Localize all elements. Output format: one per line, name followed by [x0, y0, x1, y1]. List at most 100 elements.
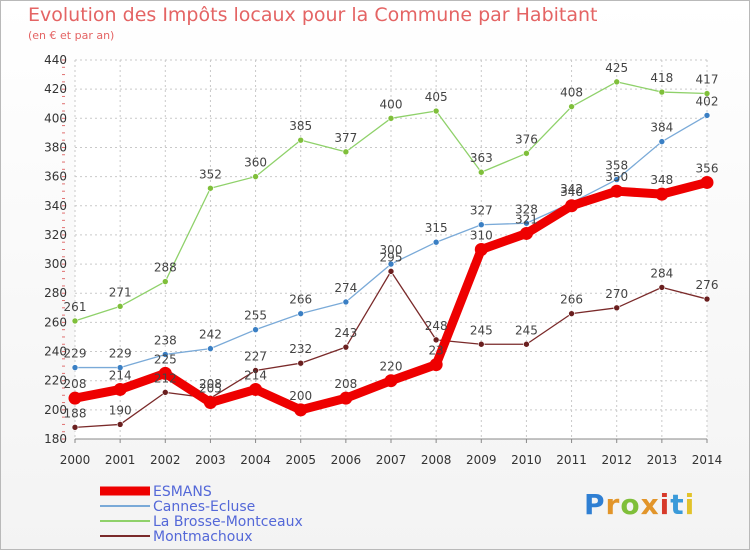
data-label: 358	[605, 159, 628, 173]
data-label: 310	[470, 229, 493, 243]
data-point	[71, 317, 79, 325]
data-point	[297, 310, 305, 317]
x-tick-label: 2006	[331, 453, 362, 467]
data-label: 402	[696, 94, 719, 108]
data-point	[297, 359, 305, 367]
logo-letter: x	[640, 488, 660, 521]
data-point	[432, 238, 440, 246]
y-tick-label: 440	[44, 53, 67, 67]
data-point	[613, 78, 621, 86]
data-point	[477, 168, 485, 176]
data-label: 266	[289, 293, 312, 307]
data-label: 352	[199, 167, 222, 181]
data-point	[519, 226, 533, 240]
data-label: 227	[244, 349, 267, 363]
legend-label: ESMANS	[153, 484, 212, 500]
data-label: 245	[515, 323, 538, 337]
data-point	[158, 366, 172, 380]
logo-letter: o	[620, 488, 641, 521]
data-point	[161, 351, 169, 358]
data-point	[523, 219, 530, 227]
data-label: 405	[425, 90, 448, 104]
legend-label: La Brosse-Montceaux	[153, 514, 303, 530]
data-label: 214	[109, 368, 132, 382]
data-point	[116, 303, 124, 310]
y-tick-label: 220	[44, 374, 67, 388]
data-point	[565, 199, 579, 213]
logo-letter: t	[670, 488, 685, 521]
x-tick-label: 2012	[601, 453, 632, 467]
data-point	[387, 260, 395, 268]
data-label: 243	[334, 326, 357, 340]
data-point	[387, 115, 395, 122]
data-point	[432, 336, 440, 344]
data-point	[568, 310, 575, 317]
data-label: 190	[109, 403, 132, 417]
series-lines	[68, 78, 714, 431]
data-label: 417	[696, 73, 719, 87]
data-point	[387, 268, 395, 275]
data-label: 232	[289, 342, 312, 356]
data-label: 270	[605, 287, 628, 301]
axes: 180 200 220 240 260 280 300 320 340 360 380 400 420 4…	[44, 53, 722, 467]
data-point	[703, 112, 711, 119]
data-point	[703, 295, 711, 303]
data-label: 271	[109, 285, 132, 299]
proxiti-logo: Proxiti	[584, 488, 695, 521]
x-tick-label: 2008	[421, 453, 452, 467]
data-label: 284	[650, 266, 673, 280]
data-label: 238	[154, 333, 177, 347]
data-point	[252, 173, 259, 180]
data-point	[658, 284, 666, 291]
data-label: 342	[560, 182, 583, 196]
x-tick-label: 2010	[511, 453, 542, 467]
data-point	[610, 184, 624, 198]
x-tick-label: 2011	[556, 453, 587, 467]
data-label: 400	[380, 97, 403, 111]
chart-title: Evolution des Impôts locaux pour la Comm…	[28, 4, 598, 26]
data-label: 242	[199, 328, 222, 342]
x-tick-label: 2002	[150, 453, 181, 467]
x-tick-label: 2004	[240, 453, 271, 467]
data-label: 376	[515, 132, 538, 146]
data-label: 356	[696, 161, 719, 175]
data-label: 220	[380, 360, 403, 374]
data-label: 377	[334, 131, 357, 145]
x-tick-label: 2005	[285, 453, 316, 467]
data-label: 328	[515, 202, 538, 216]
data-point	[71, 424, 79, 431]
chart-subtitle: (en € et par an)	[28, 29, 115, 42]
x-tick-label: 2003	[195, 453, 226, 467]
data-point	[116, 364, 124, 371]
data-point	[342, 298, 350, 306]
data-label: 214	[244, 368, 267, 382]
data-label: 225	[154, 352, 177, 366]
data-point	[477, 340, 485, 348]
data-label: 208	[64, 377, 87, 391]
data-label: 300	[380, 243, 403, 257]
data-label: 315	[425, 221, 448, 235]
data-label: 321	[515, 212, 538, 226]
data-point	[249, 382, 263, 396]
data-label: 23	[429, 344, 444, 358]
data-label: 350	[605, 170, 628, 184]
x-tick-label: 2009	[466, 453, 497, 467]
data-label: 276	[696, 278, 719, 292]
legend-label: Montmachoux	[153, 529, 253, 545]
data-point	[116, 421, 124, 428]
data-point	[161, 389, 169, 396]
data-label: 205	[199, 382, 222, 396]
logo-letter: P	[584, 488, 606, 521]
logo-letter: r	[605, 488, 621, 521]
data-point	[568, 103, 575, 110]
data-point	[339, 391, 353, 405]
data-point	[207, 184, 214, 192]
data-point	[71, 364, 79, 371]
data-label: 385	[289, 119, 312, 133]
y-tick-label: 280	[44, 286, 67, 300]
data-point	[252, 326, 259, 333]
data-label: 212	[154, 371, 177, 385]
data-point	[161, 278, 169, 285]
data-label: 408	[560, 86, 583, 100]
